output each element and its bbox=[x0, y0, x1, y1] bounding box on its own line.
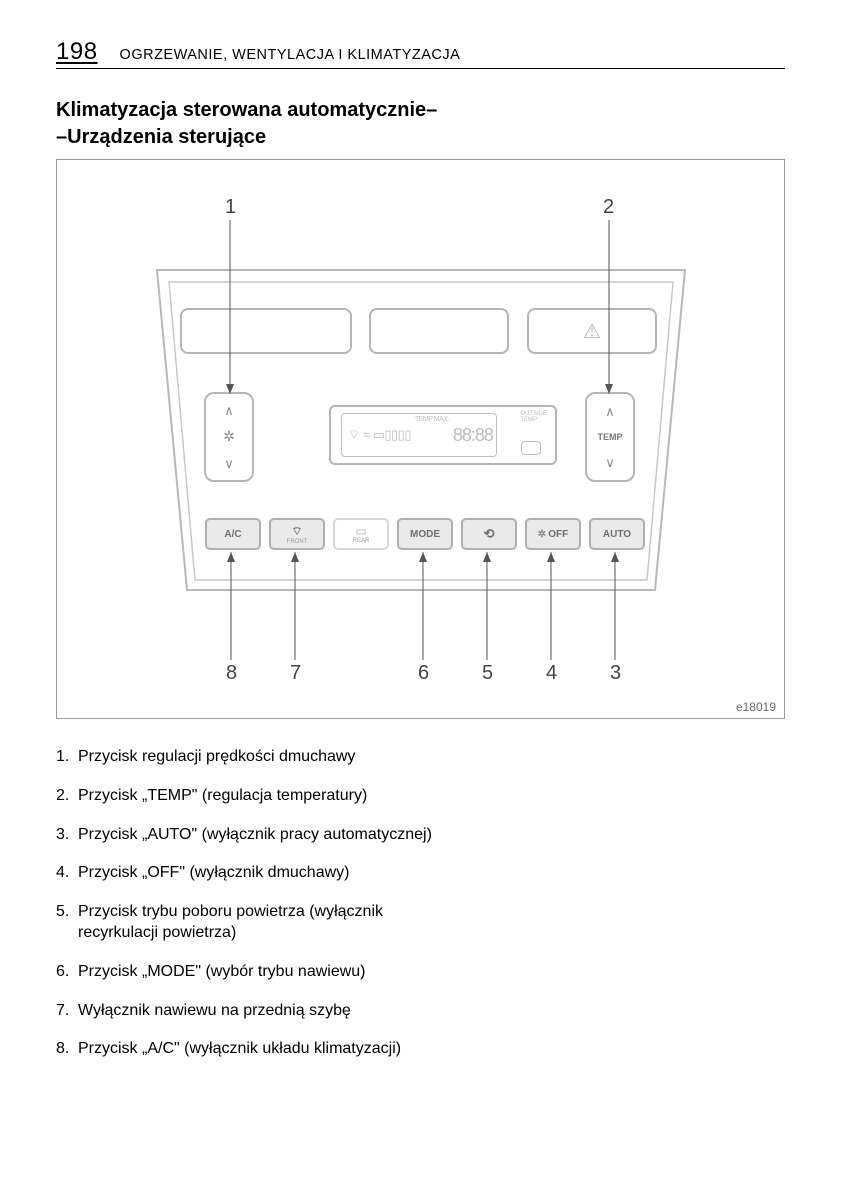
callout-lines-svg bbox=[57, 160, 785, 719]
callout-3: 3 bbox=[610, 662, 621, 685]
figure-frame: ⚠ ∧ ✲ ∨ ⌔ ≈ ▭▯▯▯▯ TEMP MAX. 88:88 OUTSID… bbox=[56, 159, 785, 719]
legend-text: Wyłącznik nawiewu na przednią szybę bbox=[78, 1001, 457, 1022]
climate-control-diagram: ⚠ ∧ ✲ ∨ ⌔ ≈ ▭▯▯▯▯ TEMP MAX. 88:88 OUTSID… bbox=[57, 160, 784, 718]
legend-text: Przycisk „AUTO" (wyłącznik pracy automat… bbox=[78, 825, 457, 846]
chapter-title: OGRZEWANIE, WENTYLACJA I KLIMATYZACJA bbox=[120, 47, 461, 63]
legend-text: Przycisk „MODE" (wybór trybu nawiewu) bbox=[78, 962, 457, 983]
legend-text: Przycisk „OFF" (wyłącznik dmuchawy) bbox=[78, 863, 457, 884]
callout-6: 6 bbox=[418, 662, 429, 685]
legend-list: 1.Przycisk regulacji prędkości dmuchawy … bbox=[56, 747, 457, 1060]
callout-4: 4 bbox=[546, 662, 557, 685]
legend-text: Przycisk trybu poboru powietrza (wyłączn… bbox=[78, 902, 457, 944]
page-number: 198 bbox=[56, 38, 98, 66]
legend-num: 1. bbox=[56, 747, 78, 768]
legend-item: 6.Przycisk „MODE" (wybór trybu nawiewu) bbox=[56, 962, 457, 983]
legend-num: 5. bbox=[56, 902, 78, 944]
legend-num: 7. bbox=[56, 1001, 78, 1022]
legend-item: 4.Przycisk „OFF" (wyłącznik dmuchawy) bbox=[56, 863, 457, 884]
legend-num: 8. bbox=[56, 1039, 78, 1060]
legend-item: 2.Przycisk „TEMP" (regulacja temperatury… bbox=[56, 786, 457, 807]
legend-item: 7.Wyłącznik nawiewu na przednią szybę bbox=[56, 1001, 457, 1022]
legend-text: Przycisk regulacji prędkości dmuchawy bbox=[78, 747, 457, 768]
legend-text: Przycisk „A/C" (wyłącznik układu klimaty… bbox=[78, 1039, 457, 1060]
section-title-line1: Klimatyzacja sterowana automatycznie– bbox=[56, 99, 437, 121]
callout-7: 7 bbox=[290, 662, 301, 685]
figure-id: e18019 bbox=[736, 700, 776, 714]
callout-5: 5 bbox=[482, 662, 493, 685]
legend-item: 8.Przycisk „A/C" (wyłącznik układu klima… bbox=[56, 1039, 457, 1060]
legend-num: 2. bbox=[56, 786, 78, 807]
section-title-line2: –Urządzenia sterujące bbox=[56, 126, 266, 148]
callout-8: 8 bbox=[226, 662, 237, 685]
legend-num: 3. bbox=[56, 825, 78, 846]
page-header: 198 OGRZEWANIE, WENTYLACJA I KLIMATYZACJ… bbox=[56, 38, 785, 69]
section-title: Klimatyzacja sterowana automatycznie– –U… bbox=[56, 97, 785, 151]
legend-item: 5.Przycisk trybu poboru powietrza (wyłąc… bbox=[56, 902, 457, 944]
legend-text: Przycisk „TEMP" (regulacja temperatury) bbox=[78, 786, 457, 807]
legend-num: 6. bbox=[56, 962, 78, 983]
legend-item: 3.Przycisk „AUTO" (wyłącznik pracy autom… bbox=[56, 825, 457, 846]
legend-item: 1.Przycisk regulacji prędkości dmuchawy bbox=[56, 747, 457, 768]
legend-num: 4. bbox=[56, 863, 78, 884]
